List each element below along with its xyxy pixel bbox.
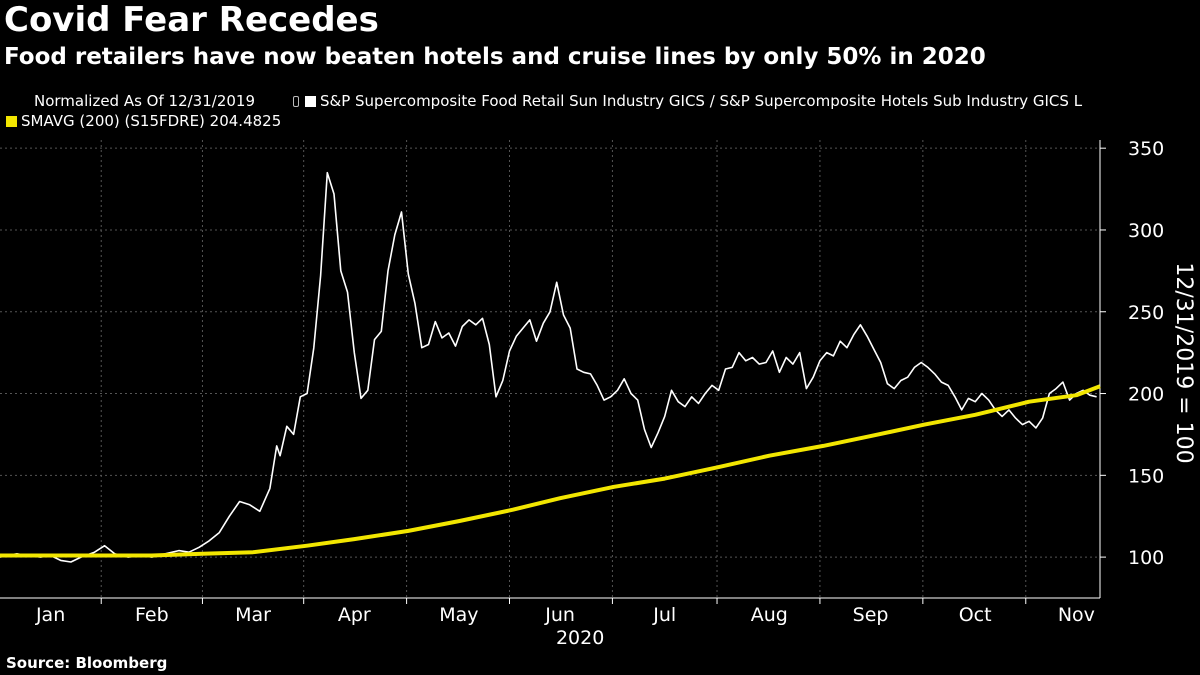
y-tick-label: 200 (1128, 384, 1164, 406)
legend-row-1: Normalized As Of 12/31/2019 S&P Supercom… (34, 92, 1082, 110)
x-tick-label: Mar (235, 604, 271, 626)
x-tick-label: Jul (652, 604, 676, 626)
x-tick-label: Feb (135, 604, 169, 626)
x-tick-label: Sep (853, 604, 889, 626)
legend-row-2: SMAVG (200) (S15FDRE) 204.4825 (6, 112, 281, 130)
y-tick-label: 150 (1128, 465, 1164, 487)
series-line-smavg-200 (0, 384, 1101, 558)
legend-swatch-series1 (305, 95, 316, 107)
legend-swatch-series2 (6, 115, 17, 127)
series-line-food-retail-vs-hotels (0, 171, 1097, 563)
x-tick-label: Aug (751, 604, 788, 626)
x-tick-label: Nov (1058, 604, 1095, 626)
legend-normalized-label: Normalized As Of 12/31/2019 (34, 92, 255, 110)
y-axis-title: 12/31/2019 = 100 (1171, 262, 1196, 463)
chart-title: Covid Fear Recedes (4, 0, 379, 40)
x-tick-label: Apr (338, 604, 371, 626)
y-tick-label: 350 (1128, 138, 1164, 160)
x-tick-label: Oct (959, 604, 992, 626)
legend-series1-label: S&P Supercomposite Food Retail Sun Indus… (320, 92, 1083, 110)
y-tick-label: 250 (1128, 302, 1164, 324)
source-note: Source: Bloomberg (6, 654, 168, 672)
y-tick-label: 300 (1128, 220, 1164, 242)
pin-icon[interactable] (293, 95, 299, 107)
x-tick-label: Jun (544, 604, 575, 626)
x-tick-label: Jan (35, 604, 65, 626)
y-tick-label: 100 (1128, 547, 1164, 569)
chart-subtitle: Food retailers have now beaten hotels an… (4, 44, 986, 70)
legend-series2-label: SMAVG (200) (S15FDRE) 204.4825 (21, 112, 282, 130)
x-axis-year-label: 2020 (556, 627, 604, 649)
x-tick-label: May (439, 604, 478, 626)
